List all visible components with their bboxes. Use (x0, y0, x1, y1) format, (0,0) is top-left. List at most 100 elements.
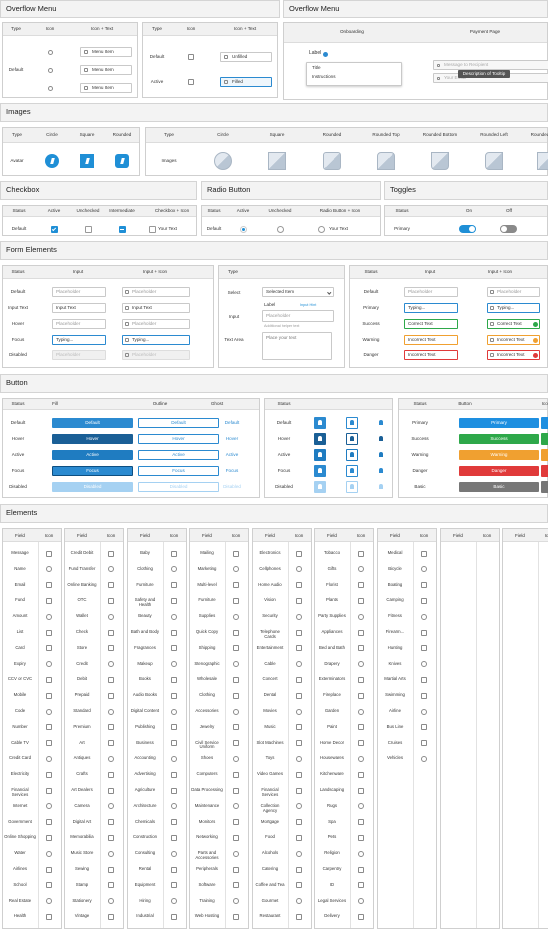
field-icon (296, 898, 302, 905)
info-icon (323, 51, 328, 57)
panel-header (3, 399, 259, 410)
field-icon (108, 787, 114, 794)
field-icon (108, 740, 114, 747)
input-with-icon (487, 335, 540, 345)
header: Button (458, 401, 472, 407)
field-name: Books (139, 676, 151, 682)
row-label: Active (150, 79, 164, 85)
icon-glyph (350, 452, 354, 457)
header: Icon (45, 26, 55, 32)
field-icon (108, 708, 114, 715)
field-icon (171, 613, 177, 620)
field-icon (46, 645, 52, 652)
button-fill (52, 482, 133, 492)
input-icon (490, 353, 494, 357)
icon-ghost (379, 468, 383, 473)
field-name: List (16, 628, 24, 634)
field-name: Hiring (139, 897, 151, 903)
header: Rounded Right (530, 132, 548, 138)
field-icon (358, 771, 364, 778)
button-outline (138, 418, 219, 428)
row-label: Focus (277, 468, 291, 474)
row-label: Input Text (8, 305, 28, 311)
field-name: Gifts (327, 565, 337, 571)
field-icon (46, 597, 52, 604)
field-icon (421, 692, 427, 699)
field-icon (108, 898, 114, 905)
field-name: Appliances (321, 628, 343, 634)
field-icon (421, 597, 427, 604)
icon-glyph (318, 468, 322, 473)
field-name: Housewares (320, 755, 344, 761)
label: Success (490, 436, 508, 442)
header: Square (79, 132, 95, 138)
label: Input Hint (300, 302, 317, 307)
field-icon (296, 834, 302, 841)
field-icon (358, 850, 364, 857)
field-name: Publishing (135, 723, 155, 729)
icon-glyph (318, 420, 322, 425)
panel-header (202, 206, 380, 217)
label: Placeholder (266, 313, 291, 319)
field-icon (108, 597, 114, 604)
header: Active (236, 208, 250, 214)
field-icon (296, 755, 302, 762)
button-ghost: Disabled (223, 484, 241, 490)
field-icon (358, 566, 364, 573)
field-name: Shipping (198, 644, 216, 650)
field-name: Pets (327, 834, 337, 840)
icon-glyph (318, 452, 322, 457)
field-name: Networking (196, 834, 218, 840)
header: Fill (52, 401, 58, 407)
label: Placeholder (132, 352, 157, 358)
field-icon (233, 803, 239, 810)
field-icon (233, 676, 239, 683)
field-icon (108, 882, 114, 889)
dash-glyph (120, 228, 124, 230)
label: Default (85, 420, 100, 426)
field-icon (108, 613, 114, 620)
field-name: Credit Debit (70, 549, 94, 555)
field-name: Furniture (136, 581, 154, 587)
field-icon (171, 771, 177, 778)
field-icon (46, 550, 52, 557)
row-label: Default (363, 289, 379, 295)
label: Additional helper text (264, 323, 300, 328)
input-with-icon (487, 350, 540, 360)
header: Status (207, 208, 221, 214)
field-name: Food (265, 834, 275, 840)
field-name: Bed and Bath (318, 644, 346, 650)
field-icon (421, 676, 427, 683)
header: Status (413, 401, 427, 407)
input-icon (125, 338, 129, 342)
header: Field (15, 533, 25, 539)
input (52, 303, 106, 313)
field-name: Online Shopping (4, 834, 36, 840)
field-icon (358, 740, 364, 747)
row-label: Basic (414, 484, 426, 490)
input (52, 319, 106, 329)
icon-ghost (379, 484, 383, 489)
field-name: Stenographic (194, 660, 220, 666)
row-label: Warning (362, 337, 380, 343)
field-name: Garden (324, 707, 340, 713)
field-icon (421, 740, 427, 747)
field-name: Medical (387, 549, 403, 555)
input (52, 350, 106, 360)
header: Icon + Text (233, 26, 257, 32)
field-name: Electricity (10, 771, 30, 777)
panel-header (284, 23, 547, 43)
field-icon (296, 629, 302, 636)
label: Input Text (132, 305, 152, 311)
input-icon (490, 306, 494, 310)
label: Typing... (56, 337, 74, 343)
field-name: Debit (76, 676, 88, 682)
label: Placeholder (497, 289, 522, 295)
field-icon (46, 724, 52, 731)
field-name: Marketing (197, 565, 217, 571)
field-icon (296, 597, 302, 604)
field-name: ID (329, 881, 335, 887)
field-icon (358, 834, 364, 841)
field-icon (233, 834, 239, 841)
field-name: Clothing (199, 692, 215, 698)
